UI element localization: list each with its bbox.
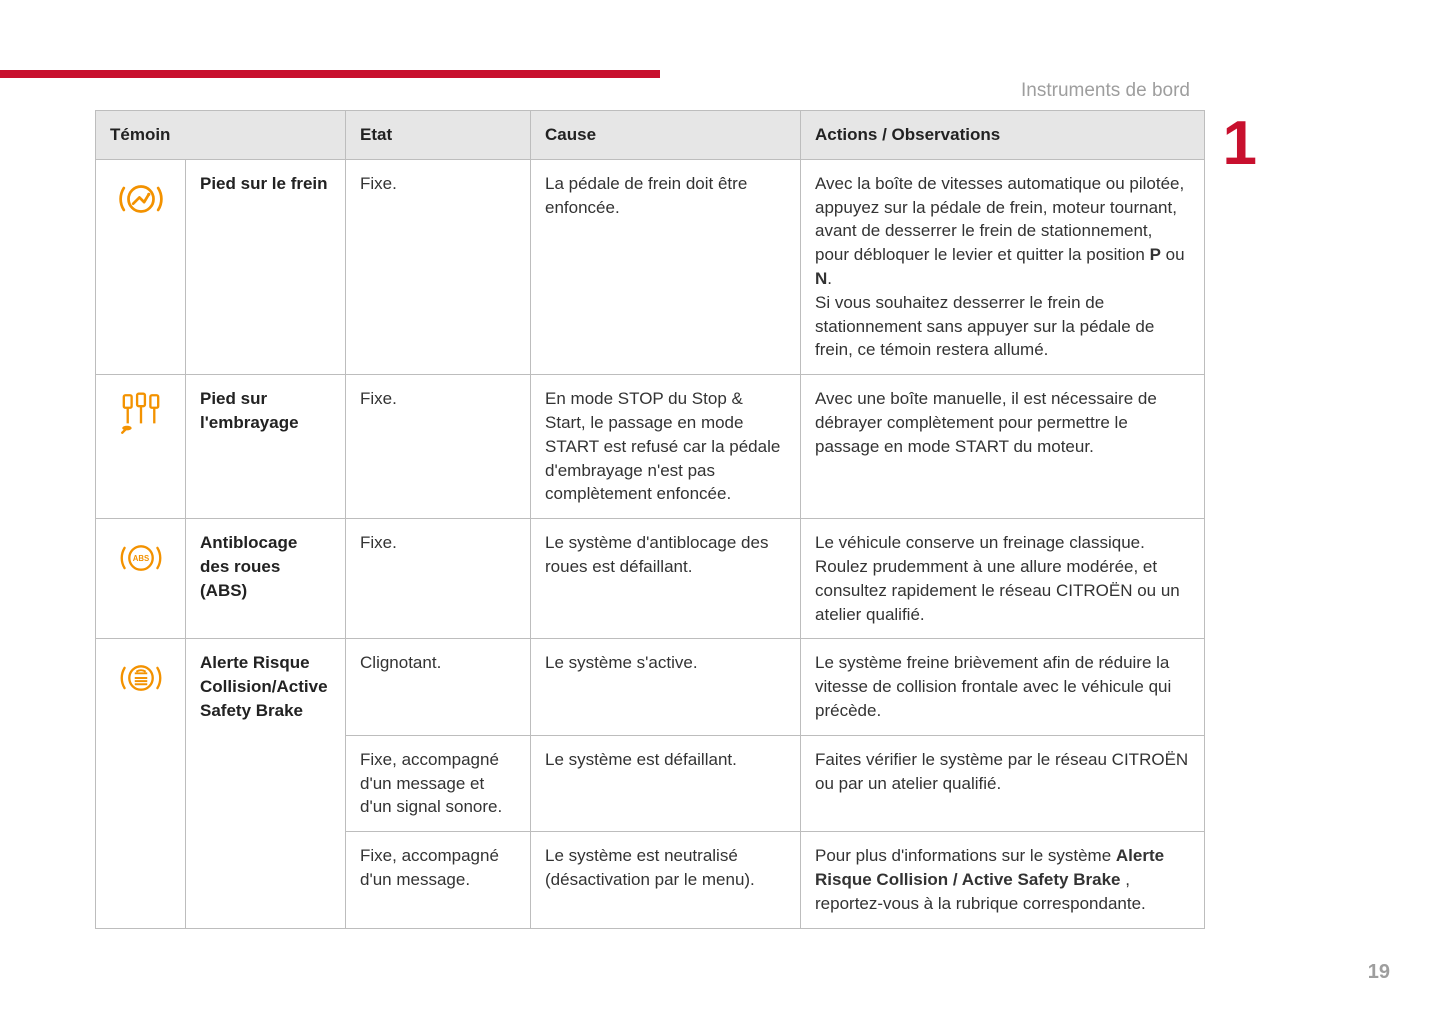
- clutch-pedals-icon: [116, 389, 166, 439]
- col-etat: Etat: [346, 111, 531, 160]
- collision-alert-icon: [116, 653, 166, 703]
- page-container: Instruments de bord 1 Témoin Etat Cause …: [0, 0, 1445, 1019]
- etat-cell: Clignotant.: [346, 639, 531, 735]
- warning-lamps-table: Témoin Etat Cause Actions / Observations: [95, 110, 1205, 929]
- cause-cell: Le système s'active.: [531, 639, 801, 735]
- action-cell: Pour plus d'informations sur le système …: [801, 832, 1205, 928]
- warning-name: Pied sur l'embrayage: [186, 375, 346, 519]
- table-row: Pied sur l'embrayage Fixe. En mode STOP …: [96, 375, 1205, 519]
- col-cause: Cause: [531, 111, 801, 160]
- cause-cell: En mode STOP du Stop & Start, le passage…: [531, 375, 801, 519]
- section-title: Instruments de bord: [1021, 80, 1190, 102]
- cause-cell: La pédale de frein doit être enfoncée.: [531, 159, 801, 374]
- chapter-number: 1: [1223, 108, 1257, 179]
- cause-cell: Le système est défaillant.: [531, 735, 801, 831]
- table-row: ABS Antiblocage des roues (ABS) Fixe. Le…: [96, 519, 1205, 639]
- etat-cell: Fixe.: [346, 159, 531, 374]
- cause-cell: Le système est neutralisé (désactivation…: [531, 832, 801, 928]
- col-temoin: Témoin: [96, 111, 346, 160]
- action-cell: Le système freine brièvement afin de réd…: [801, 639, 1205, 735]
- foot-brake-icon: [116, 174, 166, 224]
- action-text-post: . Si vous souhaitez desserrer le frein d…: [815, 269, 1154, 359]
- action-bold: P: [1150, 245, 1161, 264]
- etat-cell: Fixe.: [346, 519, 531, 639]
- warning-name: Antiblocage des roues (ABS): [186, 519, 346, 639]
- table-header-row: Témoin Etat Cause Actions / Observations: [96, 111, 1205, 160]
- action-text-pre: Pour plus d'informations sur le système: [815, 846, 1116, 865]
- etat-cell: Fixe.: [346, 375, 531, 519]
- action-text-mid: ou: [1161, 245, 1185, 264]
- action-cell: Avec une boîte manuelle, il est nécessai…: [801, 375, 1205, 519]
- abs-icon: ABS: [116, 533, 166, 583]
- etat-cell: Fixe, accompagné d'un message et d'un si…: [346, 735, 531, 831]
- col-actions: Actions / Observations: [801, 111, 1205, 160]
- warning-name: Alerte Risque Collision/Active Safety Br…: [186, 639, 346, 928]
- icon-cell: [96, 375, 186, 519]
- page-number: 19: [1368, 961, 1390, 984]
- etat-cell: Fixe, accompagné d'un message.: [346, 832, 531, 928]
- action-bold: N: [815, 269, 827, 288]
- action-cell: Le véhicule conserve un freinage classiq…: [801, 519, 1205, 639]
- svg-text:ABS: ABS: [132, 554, 148, 563]
- table-row: Pied sur le frein Fixe. La pédale de fre…: [96, 159, 1205, 374]
- icon-cell: [96, 159, 186, 374]
- top-red-bar: [0, 70, 660, 78]
- table-row: Alerte Risque Collision/Active Safety Br…: [96, 639, 1205, 735]
- icon-cell: ABS: [96, 519, 186, 639]
- cause-cell: Le système d'antiblocage des roues est d…: [531, 519, 801, 639]
- action-cell: Avec la boîte de vitesses automatique ou…: [801, 159, 1205, 374]
- action-text-pre: Avec la boîte de vitesses automatique ou…: [815, 174, 1184, 264]
- icon-cell: [96, 639, 186, 928]
- action-cell: Faites vérifier le système par le réseau…: [801, 735, 1205, 831]
- warning-name: Pied sur le frein: [186, 159, 346, 374]
